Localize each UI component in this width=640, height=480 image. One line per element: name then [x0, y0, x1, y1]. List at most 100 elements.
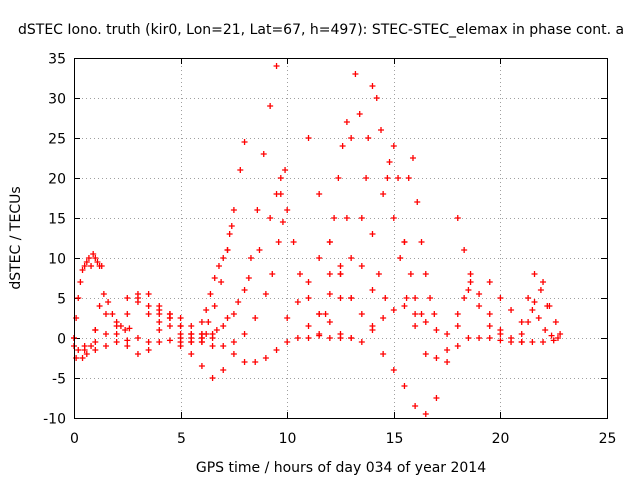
data-point — [241, 139, 248, 145]
data-point — [134, 299, 141, 305]
data-series-trace — [486, 271, 551, 325]
data-series-trace — [529, 307, 561, 341]
data-point — [267, 215, 274, 221]
data-point — [401, 303, 408, 309]
data-point — [188, 323, 195, 329]
data-point — [98, 263, 105, 269]
data-point — [252, 315, 259, 321]
data-point — [322, 311, 329, 317]
data-point — [113, 339, 120, 345]
data-point — [433, 395, 440, 401]
data-point — [542, 327, 549, 333]
data-point — [75, 347, 82, 353]
data-point — [205, 319, 212, 325]
data-point — [412, 323, 419, 329]
y-tick-label: 5 — [57, 292, 66, 308]
data-point — [339, 143, 346, 149]
y-tick-label: -5 — [52, 372, 66, 388]
data-point — [407, 271, 414, 277]
y-tick-label: 30 — [48, 92, 66, 108]
data-point — [326, 271, 333, 277]
data-point — [343, 215, 350, 221]
data-point — [92, 255, 99, 261]
data-point — [207, 291, 214, 297]
data-point — [198, 319, 205, 325]
data-point — [369, 83, 376, 89]
data-point — [188, 339, 195, 345]
data-point — [92, 339, 99, 345]
data-point — [230, 311, 237, 317]
data-point — [188, 331, 195, 337]
data-point — [531, 299, 538, 305]
data-point — [422, 351, 429, 357]
data-point — [348, 255, 355, 261]
data-point — [241, 331, 248, 337]
data-point — [230, 207, 237, 213]
data-point — [102, 311, 109, 317]
data-point — [198, 363, 205, 369]
data-point — [476, 335, 483, 341]
data-point — [390, 143, 397, 149]
data-point — [378, 127, 385, 133]
x-tick-label: 20 — [492, 431, 510, 447]
data-point — [397, 255, 404, 261]
data-point — [380, 191, 387, 197]
data-series-trace — [71, 291, 133, 361]
y-tick-label: 20 — [48, 172, 66, 188]
x-tick-label: 10 — [279, 431, 297, 447]
data-point — [444, 331, 451, 337]
data-point — [550, 337, 557, 344]
data-point — [358, 339, 365, 345]
data-point — [409, 155, 416, 161]
data-point — [518, 339, 525, 345]
data-point — [188, 351, 195, 357]
data-point — [433, 327, 440, 333]
data-point — [326, 291, 333, 297]
data-point — [134, 291, 141, 297]
data-point — [358, 215, 365, 221]
data-point — [373, 95, 380, 101]
y-tick-labels: -10 -5 0 5 10 15 20 25 30 35 — [43, 52, 66, 428]
data-point — [254, 207, 261, 213]
data-point — [337, 295, 344, 301]
data-point — [124, 337, 131, 344]
data-series-trace — [380, 143, 425, 317]
data-point — [220, 343, 227, 349]
x-tick-label: 0 — [70, 431, 79, 447]
data-series-trace — [305, 255, 376, 329]
data-point — [316, 191, 323, 197]
data-point — [213, 327, 220, 333]
grid — [74, 58, 607, 418]
data-point — [279, 219, 286, 225]
data-point — [384, 175, 391, 181]
data-point — [218, 279, 225, 285]
data-point — [209, 375, 216, 381]
data-point — [235, 299, 242, 305]
data-point — [81, 263, 88, 269]
data-point — [75, 295, 82, 301]
data-point — [230, 351, 237, 357]
x-tick-labels: 0 5 10 15 20 25 — [70, 431, 616, 447]
data-point — [296, 271, 303, 277]
data-point — [102, 343, 109, 349]
x-tick-label: 25 — [599, 431, 617, 447]
data-point — [105, 299, 112, 305]
data-series-trace — [476, 335, 557, 345]
data-point — [252, 359, 259, 365]
data-series-trace — [156, 223, 235, 337]
data-point — [540, 339, 547, 345]
data-point — [224, 247, 231, 253]
data-point — [546, 303, 553, 309]
data-series-trace — [369, 287, 472, 337]
data-point — [156, 319, 163, 325]
y-tick-label: 10 — [48, 252, 66, 268]
data-point — [305, 335, 312, 341]
data-point — [203, 331, 210, 337]
data-point — [554, 335, 561, 341]
data-point — [529, 339, 536, 345]
data-series-trace — [71, 251, 105, 341]
data-point — [96, 303, 103, 309]
data-point — [486, 335, 493, 341]
data-point — [390, 215, 397, 221]
data-point — [518, 319, 525, 325]
